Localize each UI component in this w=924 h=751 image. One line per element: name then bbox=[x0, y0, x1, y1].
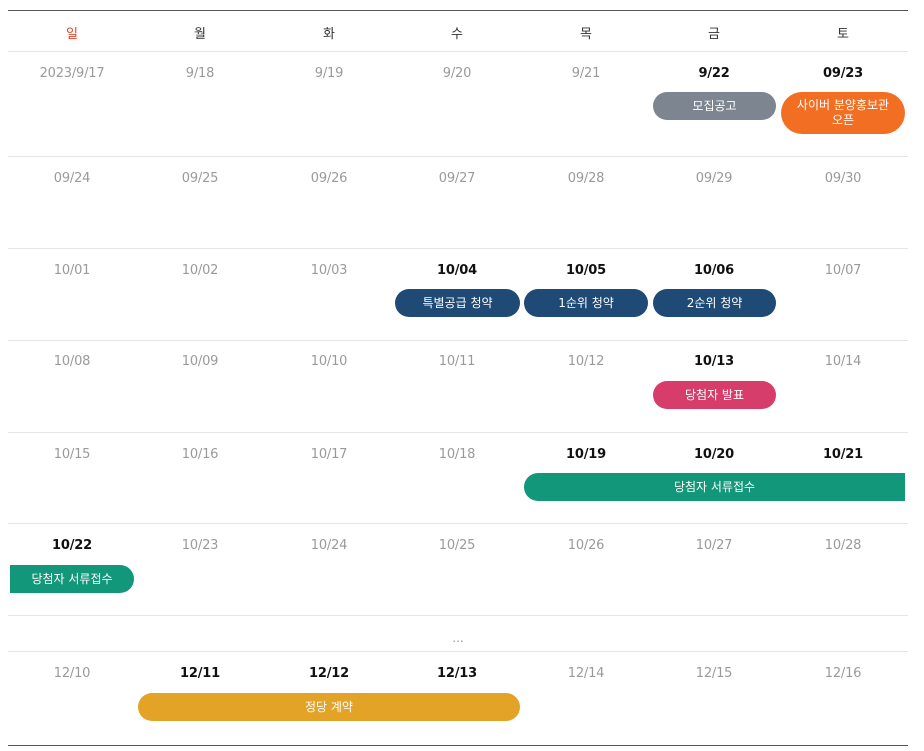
date-cell: 10/19 bbox=[566, 447, 606, 462]
date-cell: 12/16 bbox=[824, 666, 862, 681]
event-winner-documents-cont[interactable]: 당첨자 서류접수 bbox=[10, 565, 134, 593]
date-cell: 10/12 bbox=[567, 354, 605, 369]
row-divider bbox=[8, 51, 908, 52]
date-cell: 12/12 bbox=[309, 666, 349, 681]
weekday-sat: 토 bbox=[837, 27, 849, 42]
event-cyber-gallery-open[interactable]: 사이버 분양홍보관 오픈 bbox=[781, 92, 905, 134]
date-cell: 10/16 bbox=[181, 447, 219, 462]
date-cell: 9/20 bbox=[442, 66, 472, 81]
date-cell: 10/28 bbox=[824, 538, 862, 553]
date-cell: 10/20 bbox=[694, 447, 734, 462]
row-divider bbox=[8, 156, 908, 157]
date-cell: 10/17 bbox=[310, 447, 348, 462]
date-cell: 12/11 bbox=[180, 666, 220, 681]
date-cell: 12/14 bbox=[567, 666, 605, 681]
date-cell: 09/25 bbox=[181, 171, 219, 186]
date-cell: 09/28 bbox=[567, 171, 605, 186]
weekday-fri: 금 bbox=[708, 27, 720, 42]
date-cell: 09/29 bbox=[695, 171, 733, 186]
event-first-priority[interactable]: 1순위 청약 bbox=[524, 289, 648, 317]
subscription-schedule-calendar: 일 월 화 수 목 금 토 2023/9/17 9/18 9/19 9/20 9… bbox=[8, 10, 908, 746]
date-cell: 2023/9/17 bbox=[39, 66, 105, 81]
date-cell: 10/22 bbox=[52, 538, 92, 553]
weekday-sun: 일 bbox=[66, 27, 78, 42]
date-cell: 12/10 bbox=[53, 666, 91, 681]
date-cell: 10/10 bbox=[310, 354, 348, 369]
weekday-thu: 목 bbox=[580, 27, 592, 42]
date-cell: 10/13 bbox=[694, 354, 734, 369]
date-cell: 10/02 bbox=[181, 263, 219, 278]
date-cell: 10/23 bbox=[181, 538, 219, 553]
weekday-mon: 월 bbox=[194, 27, 206, 42]
date-cell: 9/18 bbox=[185, 66, 215, 81]
date-cell: 12/15 bbox=[695, 666, 733, 681]
date-cell: 09/23 bbox=[823, 66, 863, 81]
event-special-supply[interactable]: 특별공급 청약 bbox=[395, 289, 520, 317]
event-second-priority[interactable]: 2순위 청약 bbox=[653, 289, 776, 317]
row-divider bbox=[8, 523, 908, 524]
date-cell: 10/15 bbox=[53, 447, 91, 462]
date-cell: 10/09 bbox=[181, 354, 219, 369]
row-divider bbox=[8, 340, 908, 341]
date-cell: 10/21 bbox=[823, 447, 863, 462]
event-winner-documents[interactable]: 당첨자 서류접수 bbox=[524, 473, 905, 501]
date-cell: 10/08 bbox=[53, 354, 91, 369]
event-winner-announcement[interactable]: 당첨자 발표 bbox=[653, 381, 776, 409]
date-cell: 09/27 bbox=[438, 171, 476, 186]
date-cell: 10/18 bbox=[438, 447, 476, 462]
date-cell: 09/26 bbox=[310, 171, 348, 186]
date-cell: 9/19 bbox=[314, 66, 344, 81]
event-contract[interactable]: 정당 계약 bbox=[138, 693, 520, 721]
date-cell: 10/25 bbox=[438, 538, 476, 553]
row-divider bbox=[8, 432, 908, 433]
date-cell: 10/03 bbox=[310, 263, 348, 278]
date-cell: 10/24 bbox=[310, 538, 348, 553]
date-cell: 10/05 bbox=[566, 263, 606, 278]
date-cell: 10/04 bbox=[437, 263, 477, 278]
weekday-tue: 화 bbox=[323, 27, 335, 42]
date-cell: 10/27 bbox=[695, 538, 733, 553]
date-cell: 12/13 bbox=[437, 666, 477, 681]
date-cell: 10/11 bbox=[438, 354, 476, 369]
weekday-wed: 수 bbox=[451, 27, 463, 42]
row-divider bbox=[8, 651, 908, 652]
date-cell: 9/21 bbox=[571, 66, 601, 81]
row-divider bbox=[8, 615, 908, 616]
date-cell: 09/24 bbox=[53, 171, 91, 186]
date-cell: 10/01 bbox=[53, 263, 91, 278]
skipped-weeks-ellipsis: ... bbox=[452, 631, 464, 645]
event-recruit-notice[interactable]: 모집공고 bbox=[653, 92, 776, 120]
date-cell: 10/06 bbox=[694, 263, 734, 278]
row-divider bbox=[8, 248, 908, 249]
date-cell: 10/26 bbox=[567, 538, 605, 553]
date-cell: 10/07 bbox=[824, 263, 862, 278]
date-cell: 10/14 bbox=[824, 354, 862, 369]
date-cell: 09/30 bbox=[824, 171, 862, 186]
date-cell: 9/22 bbox=[698, 66, 730, 81]
